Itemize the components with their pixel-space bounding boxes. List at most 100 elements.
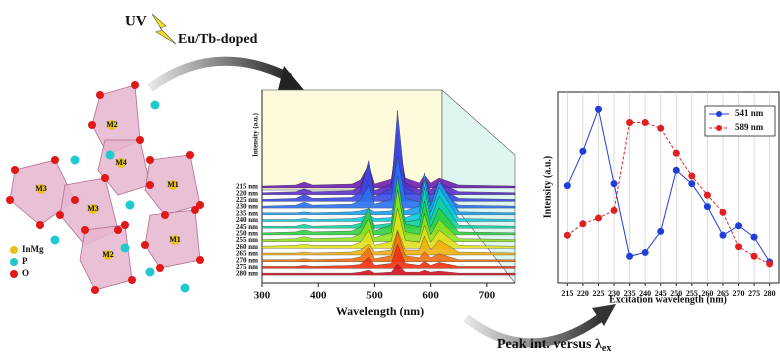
marker (563, 182, 571, 190)
x-tick-label: 600 (422, 290, 439, 302)
legend-label: InMg (22, 244, 44, 254)
x-tick-label: 265 (717, 289, 729, 298)
marker (626, 119, 634, 127)
marker (657, 227, 665, 235)
series-label: 215 nm (236, 183, 258, 191)
marker (641, 248, 649, 256)
series-line (567, 122, 770, 265)
legend-dot (10, 258, 18, 266)
marker (579, 220, 587, 228)
x-tick-label: 280 (764, 289, 776, 298)
spectrum (261, 175, 516, 236)
series-label: 230 nm (236, 203, 258, 211)
series-label: 220 nm (236, 189, 258, 197)
spectrum (261, 243, 516, 269)
marker (688, 172, 696, 180)
series-label: 225 nm (236, 196, 258, 204)
marker (750, 233, 758, 241)
x-tick-label: 230 (608, 289, 620, 298)
o-atoms (6, 81, 204, 294)
spectrum (261, 263, 516, 276)
marker (703, 203, 711, 211)
x-tick-label: 275 (748, 289, 760, 298)
series-label: 250 nm (236, 230, 258, 238)
dopant-label: Eu/Tb-doped (178, 32, 258, 47)
series-label: 255 nm (236, 236, 258, 244)
marker (657, 124, 665, 132)
legend-label: 541 nm (735, 108, 764, 118)
spectrum (261, 208, 516, 249)
marker (672, 166, 680, 174)
site-label: M4 (115, 158, 127, 167)
x-tick-label: 225 (592, 289, 604, 298)
site-label: M2 (102, 250, 114, 259)
series-label: 280 nm (236, 270, 258, 278)
marker (563, 231, 571, 239)
arrow-head (278, 66, 304, 90)
spectrum (261, 110, 516, 202)
series-label: 235 nm (236, 209, 258, 217)
arrow-head (592, 304, 616, 326)
arrow (463, 314, 603, 348)
back-wall (261, 89, 443, 191)
x-tick-label: 400 (310, 290, 327, 302)
x-tick-label: 235 (624, 289, 636, 298)
spectrum (261, 229, 516, 256)
y-axis-label: Intensity (a.u.) (542, 156, 553, 219)
series-label: 270 nm (236, 256, 258, 264)
legend-dot (10, 246, 18, 254)
x-axis-label: Wavelength (nm) (336, 304, 424, 318)
x-tick-label: 500 (366, 290, 383, 302)
series-label: 265 nm (236, 250, 258, 258)
marker (703, 191, 711, 199)
site-label: M3 (35, 184, 47, 193)
site-label: M1 (167, 180, 179, 189)
series-label: 275 nm (236, 263, 258, 271)
x-tick-label: 255 (686, 289, 698, 298)
lightning (151, 13, 177, 45)
marker (641, 119, 649, 127)
x-tick-label: 220 (577, 289, 589, 298)
polyhedra (9, 84, 201, 291)
marker (688, 180, 696, 188)
marker (766, 260, 774, 268)
x-tick-label: 245 (655, 289, 667, 298)
spectrum (261, 189, 516, 242)
crystal-labels: M2 M4 M3 M3 M1 M1 M2 (35, 120, 181, 259)
site-label: M3 (87, 204, 99, 213)
series-label: 245 nm (236, 223, 258, 231)
site-label: M1 (169, 235, 181, 244)
x-tick-label: 260 (701, 289, 713, 298)
x-tick-label: 250 (670, 289, 682, 298)
marker (579, 147, 587, 155)
x-tick-label: 240 (639, 289, 651, 298)
marker (719, 231, 727, 239)
y-axis-label: Intensity (a.u.) (252, 112, 260, 156)
x-tick-label: 215 (561, 289, 573, 298)
marker (594, 105, 602, 113)
uv-label: UV (125, 13, 147, 29)
legend-label: O (22, 268, 29, 278)
site-label: M2 (106, 120, 118, 129)
transfer-text: Peak int. versus λ (497, 337, 602, 352)
m-atoms (36, 120, 180, 260)
transfer-sub: ex (602, 343, 611, 354)
marker (610, 206, 618, 214)
legend-label: P (22, 256, 28, 266)
legend-label: 589 nm (735, 122, 764, 132)
series-label: 240 nm (236, 216, 258, 224)
x-tick-label: 700 (479, 290, 496, 302)
marker (735, 243, 743, 251)
x-tick-label: 270 (733, 289, 745, 298)
x-axis-label: Excitation wavelength (nm) (609, 294, 727, 305)
marker (735, 222, 743, 230)
marker (610, 180, 618, 188)
legend-box (704, 105, 776, 137)
legend-marker (716, 111, 722, 117)
marker (594, 214, 602, 222)
spectrum (261, 156, 516, 209)
marker (750, 252, 758, 260)
spectrum (261, 231, 516, 262)
marker (719, 208, 727, 216)
